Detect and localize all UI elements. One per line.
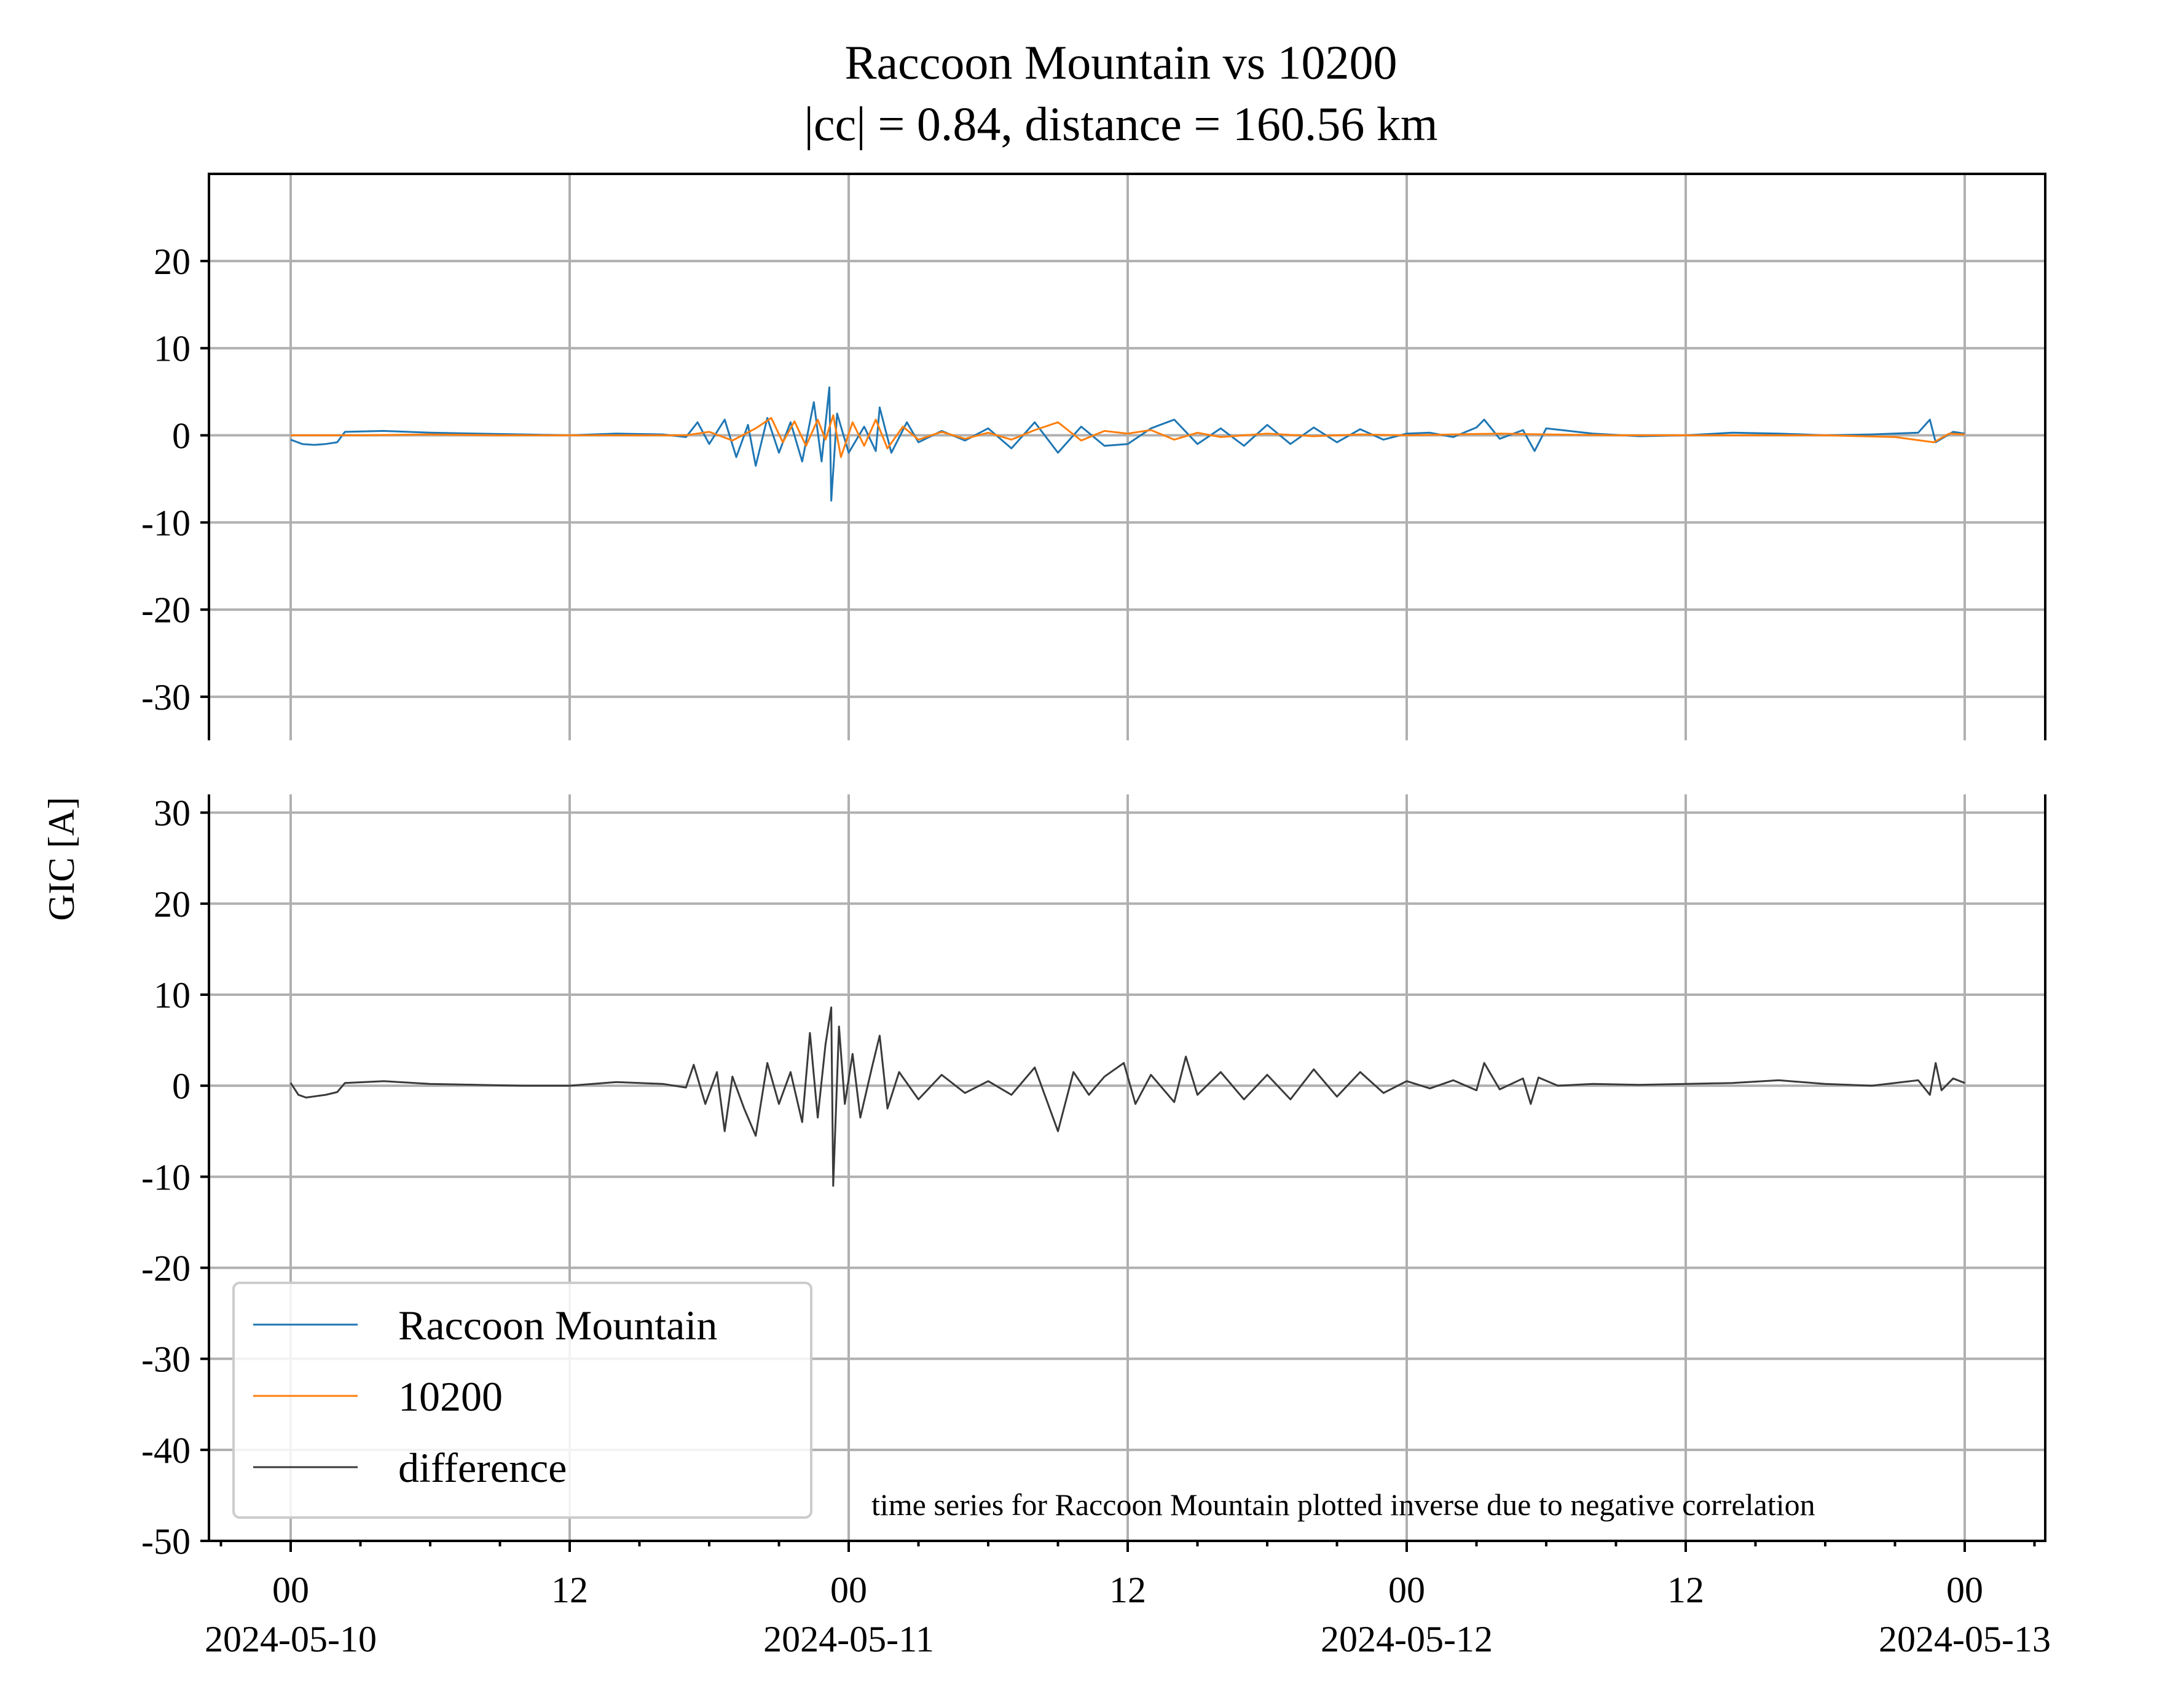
xtick-hour-label: 00: [1388, 1570, 1425, 1610]
bottom-ytick-label: -50: [141, 1521, 191, 1562]
top-ytick-label: 10: [154, 329, 191, 369]
bottom-panel: 30 20 10 0 -10 -20 -30 -40 -50 00 2024-05-10 12 00 2…: [141, 793, 2051, 1659]
xtick-hour-label: 12: [551, 1570, 588, 1610]
bottom-ytick-label: 10: [154, 975, 191, 1016]
xtick-hour-label: 00: [1946, 1570, 1983, 1610]
top-ytick-label: -10: [141, 503, 191, 543]
y-axis-label: GIC [A]: [41, 797, 82, 921]
top-ytick-label: 0: [172, 416, 191, 456]
xtick-date-label: 2024-05-11: [763, 1619, 934, 1659]
chart-title: Raccoon Mountain vs 10200: [844, 36, 1397, 89]
top-ytick-label: -20: [141, 590, 191, 630]
top-ytick-label: -30: [141, 677, 191, 718]
legend: Raccoon Mountain 10200 difference: [232, 1282, 812, 1519]
xtick-date-label: 2024-05-12: [1321, 1619, 1493, 1659]
legend-box: [232, 1282, 812, 1519]
chart-subtitle: |cc| = 0.84, distance = 160.56 km: [804, 97, 1437, 151]
top-series-line-1: [291, 414, 1965, 458]
top-ytick-label: 20: [154, 241, 191, 282]
top-y-ticks: 20 10 0 -10 -20 -30: [141, 241, 209, 718]
bottom-ytick-label: -30: [141, 1339, 191, 1380]
bottom-ytick-label: -40: [141, 1430, 191, 1471]
xtick-hour-label: 00: [272, 1570, 309, 1610]
xtick-hour-label: 12: [1109, 1570, 1146, 1610]
xtick-date-label: 2024-05-10: [205, 1619, 377, 1659]
legend-label-raccoon-mountain: Raccoon Mountain: [398, 1302, 717, 1349]
bottom-ytick-label: 30: [154, 793, 191, 834]
bottom-y-ticks: 30 20 10 0 -10 -20 -30 -40 -50: [141, 793, 209, 1562]
top-panel: 20 10 0 -10 -20 -30: [141, 173, 2046, 740]
xtick-hour-label: 00: [830, 1570, 867, 1610]
bottom-series-line-0: [289, 1006, 1965, 1187]
legend-label-difference: difference: [398, 1444, 567, 1491]
annotation-note: time series for Raccoon Mountain plotted…: [871, 1487, 1815, 1522]
bottom-series: [289, 1006, 1965, 1187]
top-series: [290, 386, 1965, 502]
bottom-ytick-label: -10: [141, 1157, 191, 1197]
x-ticks: 00 2024-05-10 12 00 2024-05-11 12 00 2024-05-12…: [205, 1541, 2051, 1659]
top-axes-frame: [208, 173, 2046, 740]
legend-label-10200: 10200: [398, 1373, 503, 1420]
bottom-ytick-label: -20: [141, 1248, 191, 1288]
xtick-hour-label: 12: [1667, 1570, 1704, 1610]
bottom-ytick-label: 0: [172, 1066, 191, 1107]
xtick-date-label: 2024-05-13: [1879, 1619, 2051, 1659]
bottom-ytick-label: 20: [154, 884, 191, 925]
